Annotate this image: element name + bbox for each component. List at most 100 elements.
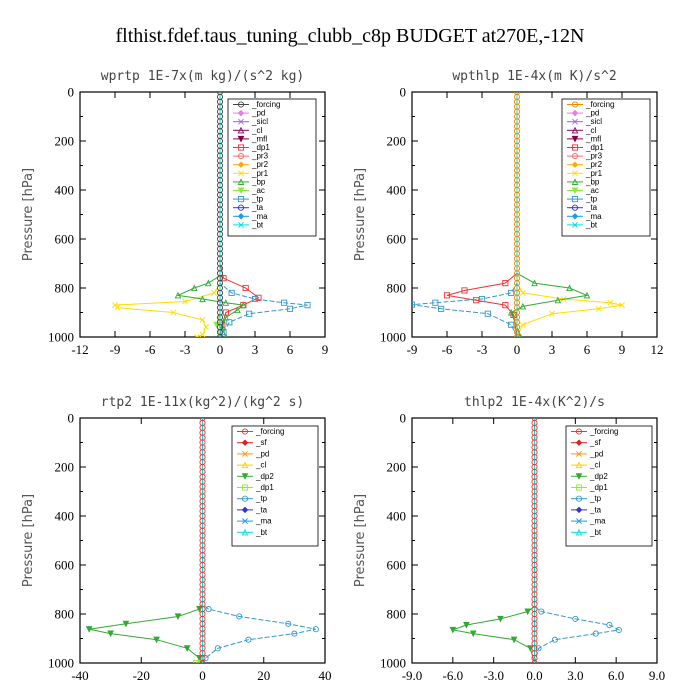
legend-label: _mfl: [585, 134, 601, 143]
data-point: [463, 621, 470, 629]
legend-marker: [571, 178, 579, 185]
x-tick-label: -12: [71, 342, 88, 357]
legend: _forcing_pd_sicl_cl_mfl_dp1_pr3_pr2_pr1_…: [227, 98, 317, 237]
legend: _forcing _sf _pd _cl _dp2 _dp1 _tp _ta _ma _bt: [565, 425, 653, 547]
legend-label: _tp: [589, 494, 602, 503]
x-tick-label: -3: [477, 342, 488, 357]
legend-marker: [572, 170, 578, 177]
data-point: [507, 308, 515, 316]
y-tick-label: 200: [55, 460, 75, 475]
data-point: [438, 305, 445, 312]
series-group: [85, 418, 319, 663]
data-point: [592, 630, 599, 637]
data-point: [114, 304, 121, 311]
data-point: [222, 313, 230, 321]
legend-marker: [237, 161, 245, 168]
legend-label: _cl: [251, 126, 262, 135]
x-tick-label: -6.0: [443, 668, 464, 683]
legend-label: _sf: [589, 438, 601, 447]
legend: _forcing _sf _pd _cl _dp2 _dp1 _tp _ta _ma _bt: [231, 425, 319, 547]
data-point: [199, 331, 206, 337]
data-point: [478, 295, 486, 303]
series-line-dp1: [219, 92, 260, 337]
data-point: [183, 645, 191, 652]
data-point: [519, 302, 527, 310]
x-tick-label: 0: [514, 342, 521, 357]
legend-marker: [241, 461, 249, 469]
x-tick-label: -20: [133, 668, 150, 683]
y-tick-label: 400: [55, 183, 75, 198]
data-point: [203, 324, 209, 331]
series-group: [412, 92, 625, 337]
y-axis-label: Pressure [hPa]: [353, 168, 368, 261]
data-point: [508, 321, 515, 328]
legend-marker: [575, 495, 583, 502]
x-tick-label: -6: [145, 342, 156, 357]
x-tick-label: -40: [71, 668, 88, 683]
legend-label: _pd: [251, 109, 265, 118]
legend-marker: [571, 144, 579, 151]
data-point: [220, 275, 227, 282]
legend-marker: [575, 506, 583, 514]
x-tick-label: -3.0: [483, 668, 504, 683]
data-point: [312, 626, 319, 633]
panel-wprtp: wprtp 1E-7x(m kg)/(s^2 kg) Pressure [hPa]…: [21, 69, 328, 357]
data-point: [205, 606, 212, 613]
y-tick-label: 600: [55, 232, 75, 247]
x-tick-label: 20: [257, 668, 270, 683]
data-point: [508, 289, 515, 296]
legend-marker: [238, 170, 244, 177]
legend-marker: [571, 204, 579, 211]
data-point: [122, 620, 130, 628]
data-point: [228, 289, 235, 296]
legend-marker: [237, 109, 245, 117]
data-point: [211, 289, 218, 296]
series-line-tp: [412, 92, 518, 337]
legend-marker: [242, 450, 248, 457]
data-point: [234, 306, 241, 314]
data-point: [461, 287, 468, 294]
data-point: [170, 309, 177, 316]
data-point: [199, 316, 206, 323]
legend-marker: [576, 450, 582, 457]
y-tick-label: 1000: [380, 656, 406, 671]
y-tick-label: 1000: [380, 330, 406, 345]
data-point: [538, 608, 545, 615]
legend-box: [231, 425, 319, 547]
data-point: [469, 630, 477, 638]
y-tick-label: 600: [55, 558, 75, 573]
legend-marker: [575, 428, 583, 435]
y-tick-label: 600: [387, 558, 407, 573]
legend-marker: [237, 101, 245, 108]
data-point: [196, 606, 203, 613]
legend-marker: [237, 126, 245, 134]
data-point: [572, 615, 579, 622]
y-axis-label: Pressure [hPa]: [353, 494, 368, 587]
data-point: [554, 296, 562, 304]
legend-marker: [571, 196, 579, 203]
x-tick-label: -3: [180, 342, 191, 357]
data-point: [199, 295, 206, 303]
data-point: [242, 284, 249, 292]
data-point: [510, 636, 518, 644]
legend-marker: [241, 439, 249, 446]
panel-title: wpthlp 1E-4x(m K)/s^2: [452, 69, 616, 84]
legend-label: _pd: [589, 449, 603, 458]
y-tick-label: 800: [55, 281, 75, 296]
data-point: [153, 636, 160, 644]
legend-marker: [241, 528, 249, 536]
y-tick-label: 800: [387, 281, 407, 296]
series-line-bp: [176, 92, 245, 337]
legend-label: _dp2: [589, 472, 608, 481]
legend-label: _dp2: [255, 472, 274, 481]
x-tick-label: 9: [322, 342, 329, 357]
legend-marker: [237, 187, 245, 195]
legend-marker: [571, 161, 579, 168]
data-point: [502, 280, 509, 287]
series-line-dp2: [450, 418, 535, 663]
panel-title: thlp2 1E-4x(K^2)/s: [464, 395, 605, 410]
y-axis-label: Pressure [hPa]: [21, 168, 36, 261]
y-tick-label: 800: [387, 607, 407, 622]
legend-marker: [571, 101, 579, 108]
legend-marker: [241, 428, 249, 435]
